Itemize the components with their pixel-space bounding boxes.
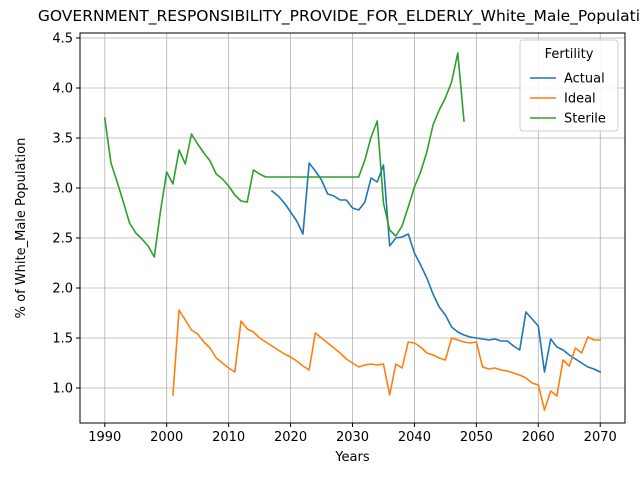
legend-label-sterile: Sterile xyxy=(564,112,606,127)
x-tick-label: 2040 xyxy=(398,430,431,445)
series-line-actual xyxy=(270,162,602,374)
y-tick-label: 3.5 xyxy=(52,132,73,147)
x-axis-label: Years xyxy=(334,450,370,465)
series-line-sterile xyxy=(103,52,465,258)
y-tick-label: 4.5 xyxy=(52,32,73,47)
x-tick-label: 2050 xyxy=(460,430,493,445)
legend: Fertility Actual Ideal Sterile xyxy=(519,39,619,132)
y-tick-label: 1.0 xyxy=(52,382,73,397)
legend-label-ideal: Ideal xyxy=(564,92,596,107)
y-tick-label: 1.5 xyxy=(52,332,73,347)
x-tick-label: 2070 xyxy=(584,430,617,445)
x-tick-label: 2000 xyxy=(150,430,183,445)
y-tick-label: 4.0 xyxy=(52,82,73,97)
x-tick-label: 2060 xyxy=(522,430,555,445)
y-tick-label: 2.0 xyxy=(52,282,73,297)
x-tick-label: 2010 xyxy=(212,430,245,445)
y-tick-label: 3.0 xyxy=(52,182,73,197)
y-axis-label: % of White_Male Population xyxy=(14,138,29,319)
axis-ticks: 1990 2000 2010 2020 2030 2040 2050 2060 2070 1.0 1… xyxy=(52,32,616,446)
y-tick-label: 2.5 xyxy=(52,232,73,247)
legend-title: Fertility xyxy=(545,47,594,62)
x-tick-label: 2020 xyxy=(274,430,307,445)
x-tick-label: 1990 xyxy=(88,430,121,445)
chart-title: GOVERNMENT_RESPONSIBILITY_PROVIDE_FOR_EL… xyxy=(38,7,640,26)
legend-label-actual: Actual xyxy=(564,72,605,87)
series-line-ideal xyxy=(172,309,602,411)
legend-box xyxy=(519,39,619,132)
series-layer xyxy=(103,52,602,411)
x-tick-label: 2030 xyxy=(336,430,369,445)
